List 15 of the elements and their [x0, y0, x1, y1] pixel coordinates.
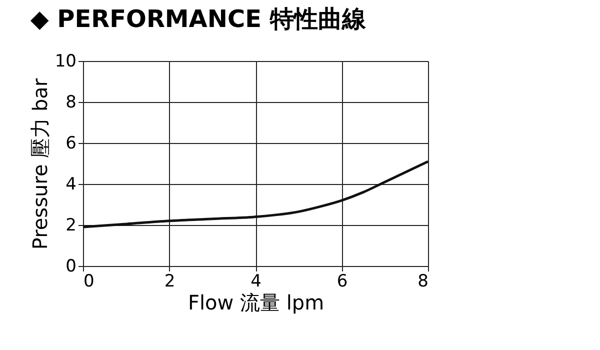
line-series: [82, 160, 430, 228]
x-tick-label: 6: [336, 272, 348, 292]
y-axis-title: Pressure 壓力 bar: [28, 78, 52, 250]
x-axis-title: Flow 流量 lpm: [188, 290, 324, 314]
y-tick-label: 2: [66, 216, 76, 236]
y-tick-label: 4: [66, 174, 76, 194]
x-tick-label: 2: [164, 272, 176, 292]
x-tick-label: 4: [250, 272, 262, 292]
y-tick-label: 8: [66, 92, 76, 112]
x-tick-label: 8: [418, 272, 428, 292]
x-tick-label: 0: [84, 272, 94, 292]
y-tick-label: 6: [66, 134, 76, 154]
y-tick-label: 10: [54, 52, 76, 72]
y-tick-label: 0: [66, 256, 76, 276]
chart-title: ◆ PERFORMANCE 特性曲線: [30, 5, 367, 33]
